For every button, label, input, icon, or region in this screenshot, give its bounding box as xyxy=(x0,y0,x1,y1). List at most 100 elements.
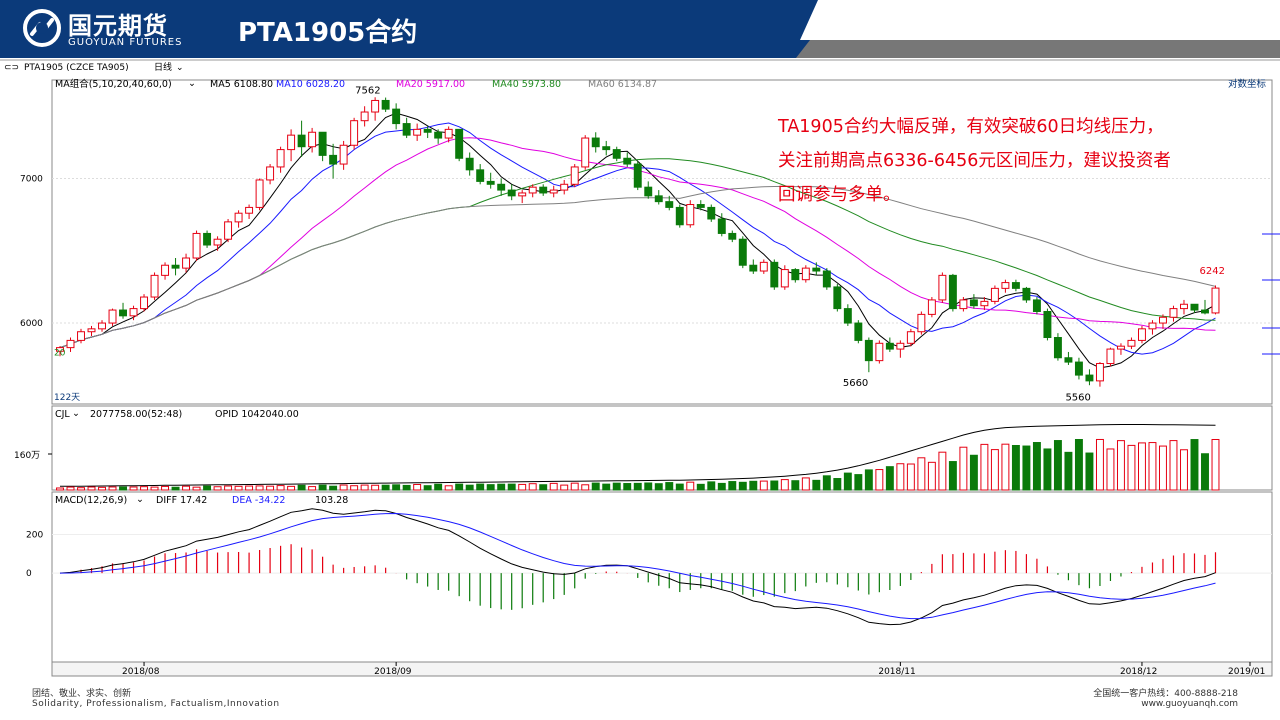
volume-bar xyxy=(56,487,64,491)
candle-body xyxy=(633,163,642,188)
volume-bar xyxy=(224,485,233,491)
logo-text-cn: 国元期货 xyxy=(68,12,168,40)
candle-body xyxy=(434,131,443,139)
macd-value-label: 103.28 xyxy=(315,495,348,506)
candle-body xyxy=(780,269,789,288)
toolbar-symbol: PTA1905 (CZCE TA905) xyxy=(24,63,129,73)
candle-body xyxy=(896,342,905,350)
volume-bar xyxy=(675,483,684,491)
volume-bar xyxy=(66,486,75,491)
volume-bar xyxy=(140,486,149,491)
volume-bar xyxy=(1180,449,1188,491)
candle-body xyxy=(696,204,705,208)
volume-bar xyxy=(749,480,758,491)
volume-bar xyxy=(350,485,359,491)
candle-body xyxy=(686,204,695,226)
candle-body xyxy=(1116,345,1125,350)
candle-body xyxy=(1137,328,1146,341)
candle-body xyxy=(224,221,233,240)
x-axis-strip xyxy=(51,661,1273,677)
chart-labels: 7562 5660 5560 6242 MA组合(5,10,20,40,60,0) ⌄ MA… xyxy=(14,78,1280,677)
price-panel-frame xyxy=(51,79,1273,405)
candle-body xyxy=(371,99,380,113)
volume-bar xyxy=(906,463,915,491)
candle-body xyxy=(287,134,296,151)
page-title: PTA1905合约 xyxy=(238,18,418,48)
chart-area[interactable]: ⊂⊃ PTA1905 (CZCE TA905) 日线 ⌄ 7000 6000 20… xyxy=(0,58,1280,678)
volume-bar xyxy=(119,486,127,491)
candle-body xyxy=(927,299,936,315)
volume-bar xyxy=(875,469,884,491)
candle-body xyxy=(1085,374,1094,382)
candle-body xyxy=(234,212,243,223)
volume-bar xyxy=(392,484,401,491)
volume-bar xyxy=(381,484,390,491)
candle-body xyxy=(1064,357,1073,363)
low-price-label-2: 5560 xyxy=(1065,393,1090,404)
chevron-down-icon: ⌄ xyxy=(136,494,144,505)
candle-body xyxy=(665,201,674,208)
candle-body xyxy=(129,308,138,317)
annotation-line: 关注前期高点6336-6456元区间压力，建议投资者 xyxy=(778,151,1171,171)
candle-body xyxy=(801,267,810,281)
days-label: 122天 xyxy=(54,393,80,403)
candle-body xyxy=(948,274,957,310)
volume-bar xyxy=(717,482,726,491)
volume-bar xyxy=(1085,452,1094,491)
candle-body xyxy=(339,144,348,165)
candle-body xyxy=(875,342,884,362)
volume-bar xyxy=(864,469,873,491)
header-tail xyxy=(800,0,1280,40)
candle-body xyxy=(675,206,684,226)
candle-body xyxy=(917,313,926,333)
volume-bar xyxy=(801,477,810,491)
footer-slogan-cn: 团结、敬业、求实、创新 xyxy=(32,689,132,699)
volume-bar xyxy=(549,482,558,491)
volume-bar xyxy=(696,483,705,491)
volume-bar xyxy=(1053,440,1062,491)
candle-body xyxy=(1106,348,1115,365)
volume-bar xyxy=(507,483,516,491)
candle-body xyxy=(1127,339,1136,347)
candle-body xyxy=(843,308,852,324)
volume-bar xyxy=(854,474,863,491)
volume-bar xyxy=(780,479,789,491)
candle-body xyxy=(591,137,600,148)
ma-indicator-label: MA组合(5,10,20,40,60,0) xyxy=(55,78,172,90)
volume-bar xyxy=(1011,444,1020,491)
annotation-line: TA1905合约大幅反弹，有效突破60日均线压力， xyxy=(778,117,1164,137)
candle-body xyxy=(423,128,432,133)
candle-body xyxy=(98,322,106,330)
candle-body xyxy=(1211,287,1220,314)
volume-bar xyxy=(644,482,653,491)
candle-body xyxy=(392,108,401,125)
volume-bar xyxy=(560,484,569,491)
logo-text-en: GUOYUAN FUTURES xyxy=(68,37,183,48)
volume-bar xyxy=(959,446,968,491)
candle-body xyxy=(476,169,485,182)
candle-body xyxy=(980,300,989,307)
toolbar-symbol-icon[interactable]: ⊂⊃ xyxy=(4,63,19,73)
toolbar-period[interactable]: 日线 xyxy=(154,61,172,73)
volume-bar xyxy=(255,485,264,491)
candle-body xyxy=(465,157,474,171)
candle-body xyxy=(402,123,411,136)
candle-body xyxy=(350,120,359,146)
candle-body xyxy=(1074,361,1083,376)
x-tick-label: 2018/11 xyxy=(878,667,915,677)
candle-body xyxy=(833,286,842,310)
header-grey-stripe xyxy=(796,40,1280,58)
candle-body xyxy=(444,128,453,139)
candle-body xyxy=(171,264,180,269)
volume-bar xyxy=(129,486,138,491)
candle-body xyxy=(1001,282,1010,289)
ma10-value-label: MA10 6028.20 xyxy=(276,79,345,90)
volume-bar xyxy=(1190,439,1199,491)
kline-chart[interactable]: ⊂⊃ PTA1905 (CZCE TA905) 日线 ⌄ 7000 6000 20… xyxy=(0,58,1280,678)
candle-body xyxy=(255,179,264,208)
candle-body xyxy=(413,128,422,136)
candle-body xyxy=(1159,316,1167,324)
volume-bar xyxy=(1095,438,1104,491)
volume-bar xyxy=(1032,442,1041,491)
chevron-down-icon[interactable]: ⌄ xyxy=(176,63,184,73)
